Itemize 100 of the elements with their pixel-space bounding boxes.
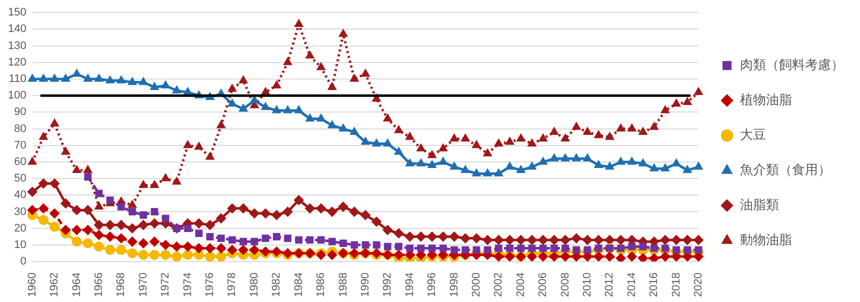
point [217,234,225,242]
y-tick-label: 100 [8,90,26,102]
point [95,190,103,198]
point [240,238,247,246]
x-tick-label: 1986 [315,272,328,298]
y-tick-label: 120 [8,56,26,68]
x-tick-label: 2016 [648,272,660,298]
x-tick-label: 1994 [404,272,416,298]
point [384,242,392,250]
x-tick-label: 1984 [292,272,305,298]
y-tick-label: 110 [8,73,26,86]
y-tick-label: 0 [20,256,26,268]
x-tick-label: 1970 [137,272,150,298]
x-tick-label: 2018 [670,272,682,298]
x-tick-label: 1962 [48,272,61,298]
point [462,246,470,254]
y-tick-label: 20 [14,222,26,234]
legend-label: 植物油脂 [740,92,792,108]
point [372,241,380,249]
point [150,208,158,216]
point [350,241,358,249]
point [395,242,402,250]
point [117,203,125,210]
y-tick-label: 140 [8,23,26,36]
point [684,246,692,254]
legend-label: 油脂類 [740,198,779,213]
x-tick-label: 1992 [382,272,394,298]
point [428,244,436,252]
y-tick-label: 70 [14,139,26,152]
x-tick-label: 2006 [537,272,550,298]
legend-label: 大豆 [740,128,766,143]
x-tick-label: 1976 [204,272,216,298]
point [639,242,647,250]
point [584,246,592,254]
point [295,236,302,244]
x-tick-label: 2004 [514,272,527,298]
point [562,244,569,252]
point [406,244,414,252]
point [650,244,658,252]
x-tick-label: 2008 [559,272,572,298]
point [206,232,214,240]
point [128,208,136,216]
point [362,241,370,249]
x-tick-label: 1996 [426,272,438,298]
point [439,244,447,252]
point [140,211,148,219]
x-tick-label: 2000 [470,272,482,298]
x-tick-label: 1978 [226,272,238,298]
y-tick-label: 90 [14,106,26,118]
y-tick-label: 130 [8,40,26,52]
point [628,242,636,250]
point [484,246,492,254]
y-tick-label: 50 [14,172,26,185]
point [694,246,702,254]
point [672,246,680,254]
x-tick-label: 1972 [160,272,172,298]
point [250,238,258,246]
point [417,244,425,252]
point [228,236,236,244]
x-tick-label: 1974 [182,272,194,298]
point [506,244,514,252]
point [284,234,292,242]
point [162,214,170,222]
y-tick-label: 40 [14,189,26,202]
x-tick-label: 2012 [604,272,616,298]
y-tick-label: 60 [14,156,26,168]
point [517,244,525,252]
point [572,246,580,254]
point [272,232,280,240]
x-tick-label: 1964 [70,272,83,298]
point [528,244,536,252]
point [306,236,314,244]
point [317,236,325,244]
y-tick-label: 10 [14,238,26,251]
y-tick-label: 150 [8,6,26,19]
legend-label: 動物油脂 [740,232,792,248]
point [106,196,114,204]
x-tick-label: 1966 [93,272,105,298]
point [184,224,192,232]
x-tick-label: 2020 [692,272,705,298]
point [195,230,203,237]
legend-label: 肉類（飼料考慮） [740,58,844,73]
point [550,244,558,252]
x-tick-label: 1988 [337,272,350,298]
point [494,244,502,252]
x-tick-label: 1960 [26,272,38,298]
y-tick-label: 30 [14,206,26,218]
x-tick-label: 2010 [582,272,594,298]
point [262,234,270,242]
point [340,240,347,247]
point [662,244,669,252]
x-tick-label: 2002 [492,272,505,298]
point [450,246,458,254]
x-tick-label: 1968 [115,272,128,298]
point [84,173,92,181]
x-tick-label: 1990 [359,272,372,298]
point [617,244,624,252]
x-tick-label: 1998 [448,272,460,298]
point [472,246,480,254]
x-tick-label: 1980 [248,272,260,298]
